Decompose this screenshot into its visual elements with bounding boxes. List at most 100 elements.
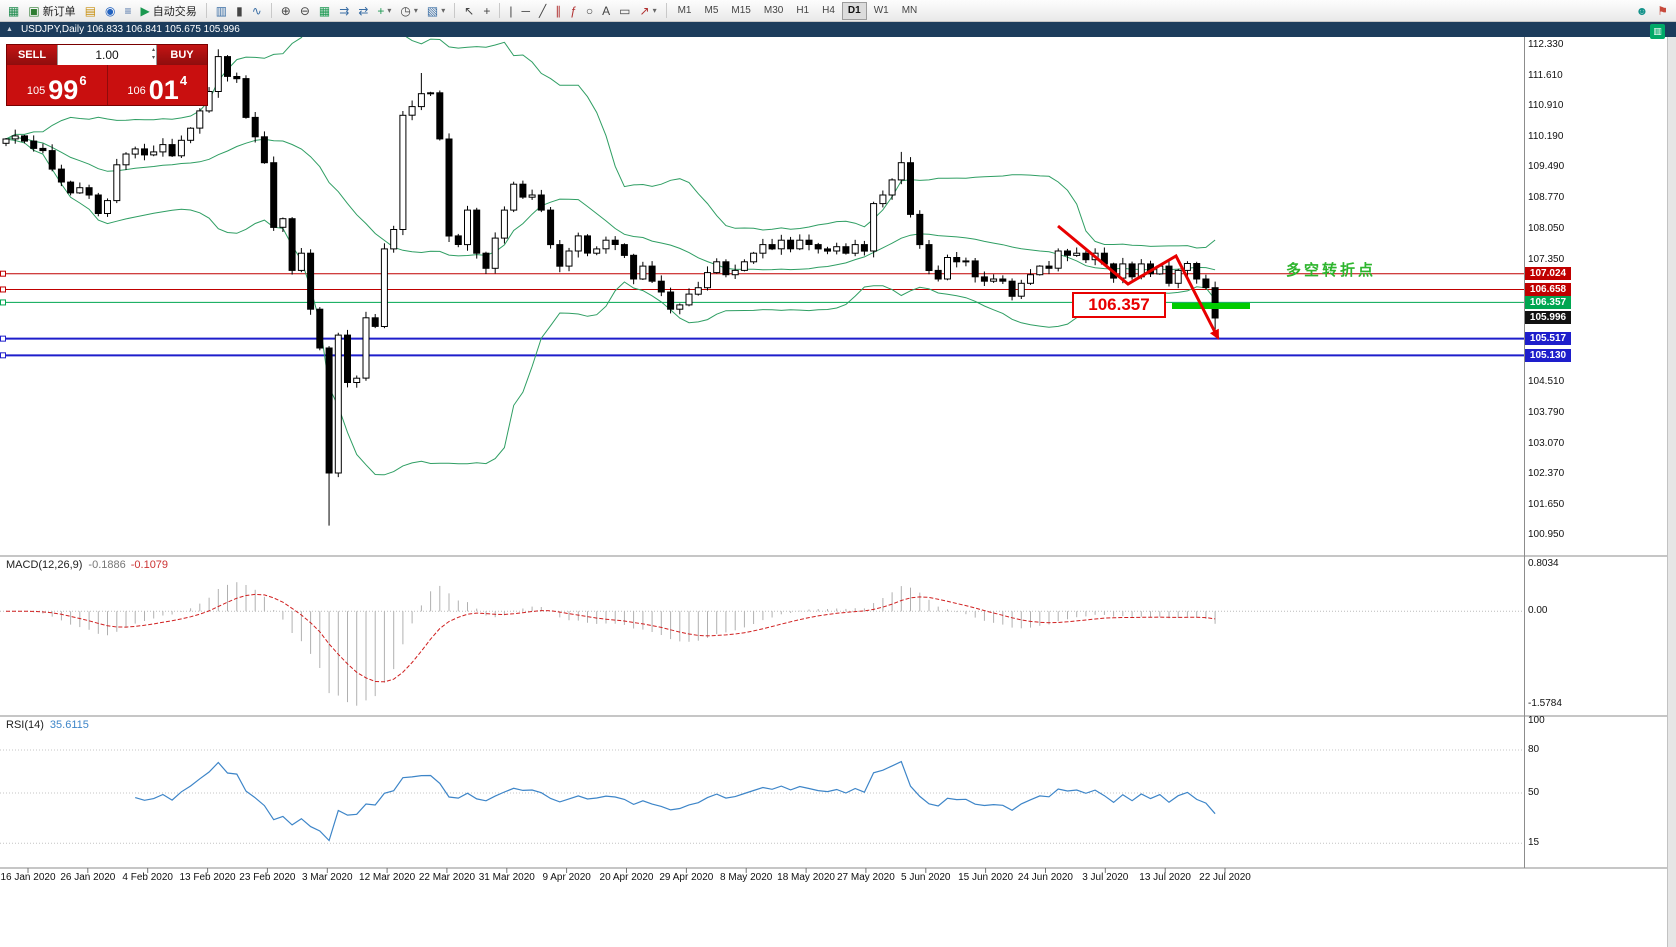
- one-click-trading-icon[interactable]: ▥: [1650, 24, 1665, 39]
- candle: [57, 164, 65, 187]
- candle: [777, 234, 785, 255]
- candle: [288, 217, 296, 275]
- volume-spinner[interactable]: ▴ ▾: [152, 46, 155, 63]
- auto-trading-button[interactable]: ▶ 自动交易: [137, 1, 201, 21]
- candle: [805, 234, 813, 251]
- timeframe-m5-button[interactable]: M5: [699, 2, 725, 20]
- candle: [224, 55, 231, 82]
- candle: [362, 311, 370, 381]
- candle: [611, 236, 619, 251]
- candle: [888, 178, 896, 200]
- candle: [399, 111, 407, 236]
- bar-chart-icon[interactable]: ▥: [212, 1, 231, 21]
- candle: [436, 90, 444, 141]
- candle: [1054, 248, 1062, 272]
- cursor-icon[interactable]: ↖: [460, 1, 478, 21]
- horizontal-line-icon[interactable]: ─: [517, 1, 534, 21]
- candle: [870, 201, 878, 258]
- candle: [528, 189, 536, 200]
- equidistant-channel-icon[interactable]: ∥: [551, 1, 565, 21]
- ask-price[interactable]: 106 01 4: [108, 65, 208, 105]
- line-handle[interactable]: [0, 299, 6, 306]
- crosshair-icon[interactable]: +: [479, 1, 494, 21]
- candle: [796, 234, 804, 251]
- candle: [1017, 279, 1025, 299]
- line-chart-icon[interactable]: ∿: [248, 1, 266, 21]
- fibonacci-icon[interactable]: ƒ: [566, 1, 581, 21]
- candle: [593, 246, 601, 256]
- text-icon[interactable]: A: [598, 1, 614, 21]
- turning-point-note[interactable]: 多空转折点: [1286, 262, 1377, 279]
- community-icon[interactable]: ☻: [1632, 1, 1653, 21]
- candlestick-chart-icon[interactable]: ▮: [232, 1, 247, 21]
- new-order-button[interactable]: ▣ 新订单: [24, 1, 79, 21]
- candle: [482, 251, 490, 274]
- candle: [214, 49, 222, 98]
- candle: [685, 288, 693, 307]
- line-handle[interactable]: [0, 286, 6, 293]
- buy-button[interactable]: BUY: [157, 45, 207, 65]
- volume-field[interactable]: 1.00 ▴ ▾: [57, 45, 157, 65]
- timeframe-h1-button[interactable]: H1: [790, 2, 815, 20]
- rsi-line: [135, 760, 1216, 842]
- candle: [233, 72, 241, 83]
- window-edge-scrollbar[interactable]: [1667, 22, 1676, 947]
- candle: [980, 271, 988, 286]
- shapes-icon[interactable]: ○: [582, 1, 597, 21]
- collapse-icon[interactable]: ▲: [6, 26, 13, 33]
- timeframe-h4-button[interactable]: H4: [816, 2, 841, 20]
- candle: [990, 274, 998, 283]
- chart-title-bar[interactable]: ▲ USDJPY,Daily 106.833 106.841 105.675 1…: [0, 22, 1676, 37]
- timeframe-mn-button[interactable]: MN: [896, 2, 924, 20]
- auto-scroll-icon[interactable]: ⇉: [335, 1, 353, 21]
- candle: [879, 190, 887, 208]
- candle: [39, 143, 47, 154]
- text-label-icon[interactable]: ▭: [615, 1, 634, 21]
- timeframe-m1-button[interactable]: M1: [672, 2, 698, 20]
- candle: [639, 261, 647, 280]
- candle: [704, 266, 711, 291]
- auto-trading-button-label: 自动交易: [152, 5, 197, 18]
- price-annotation-box[interactable]: 106.357: [1072, 292, 1166, 318]
- chart-properties-button[interactable]: ▧ ▾: [423, 1, 449, 21]
- candle: [1036, 265, 1044, 276]
- candle: [722, 259, 730, 278]
- new-chart-icon[interactable]: ▤: [81, 1, 100, 21]
- dropdown-caret-icon: ▾: [413, 6, 418, 15]
- candle: [260, 131, 268, 164]
- periods-button[interactable]: ◷ ▾: [396, 1, 422, 21]
- trendline-icon[interactable]: ╱: [535, 1, 550, 21]
- timeframe-w1-button[interactable]: W1: [868, 2, 895, 20]
- candle: [325, 346, 333, 526]
- market-watch-icon[interactable]: ≡: [121, 1, 136, 21]
- candle: [242, 75, 250, 119]
- chart-shift-icon[interactable]: ⇄: [354, 1, 372, 21]
- app-icon[interactable]: ▦: [4, 1, 23, 21]
- timeframe-m30-button[interactable]: M30: [758, 2, 789, 20]
- zoom-in-icon[interactable]: ⊕: [277, 1, 295, 21]
- zoom-out-icon[interactable]: ⊖: [296, 1, 314, 21]
- timeframe-m15-button[interactable]: M15: [725, 2, 756, 20]
- notifications-icon[interactable]: ⚑: [1653, 1, 1672, 21]
- bid-price[interactable]: 105 99 6: [7, 65, 108, 105]
- timeframe-d1-button[interactable]: D1: [841, 1, 867, 20]
- spinner-up-icon[interactable]: ▴: [151, 47, 155, 53]
- line-handle[interactable]: [0, 352, 6, 359]
- line-handle[interactable]: [0, 335, 6, 342]
- tile-windows-icon[interactable]: ▦: [315, 1, 334, 21]
- profiles-icon[interactable]: ◉: [101, 1, 119, 21]
- ask-price-big: 01: [148, 75, 179, 106]
- arrows-button[interactable]: ↗ ▾: [636, 1, 661, 21]
- sell-button[interactable]: SELL: [7, 45, 57, 65]
- trend-arrow[interactable]: [1057, 224, 1220, 340]
- candle: [676, 303, 684, 315]
- spinner-down-icon[interactable]: ▾: [151, 55, 155, 62]
- line-handle[interactable]: [0, 270, 6, 277]
- candle: [417, 73, 425, 111]
- vertical-line-icon[interactable]: |: [505, 1, 516, 21]
- auto-scroll-icon: ⇉: [339, 3, 350, 18]
- candle: [787, 236, 795, 253]
- indicators-button[interactable]: + ▾: [373, 1, 395, 21]
